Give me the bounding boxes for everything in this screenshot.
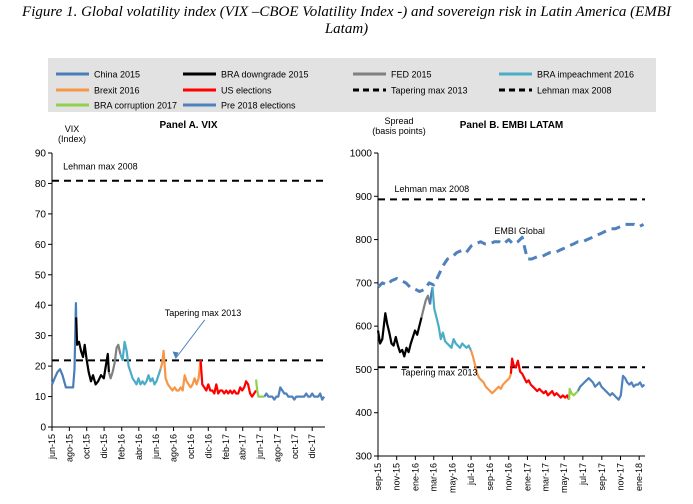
x-tick-label: ago-16 <box>169 434 179 462</box>
y-tick-label: 0 <box>40 423 46 434</box>
series-line-fed-2015 <box>107 343 122 380</box>
y-tick-label: 90 <box>35 149 47 160</box>
y-axis-label-line: (basis points) <box>372 126 426 136</box>
annotation-lehman-max-2008: Lehman max 2008 <box>395 184 470 194</box>
y-tick-label: 500 <box>355 365 372 376</box>
x-tick-label: sep-17 <box>597 463 607 491</box>
series-line-pre-2018-elections <box>263 386 326 401</box>
panel-a-svg: Panel A. VIX VIX (Index) 0 10 20 30 40 50 60 70 80 9… <box>35 120 326 462</box>
annotation-lehman-max-2008: Lehman max 2008 <box>63 162 138 172</box>
series-line-bra-impeachment-2016 <box>119 340 162 386</box>
x-tick-label: dic-16 <box>203 434 213 459</box>
series-line-bra-corruption-2017 <box>568 387 579 400</box>
annotation-arrow <box>175 319 206 359</box>
x-tick-label: jun-17 <box>255 434 265 460</box>
y-tick-label: 40 <box>35 301 47 312</box>
y-tick-label: 1000 <box>350 149 373 160</box>
legend-items: China 2015 BRA downgrade 2015 FED 2015 BRA … <box>56 70 634 111</box>
y-tick-label: 50 <box>35 270 47 281</box>
series-line-bra-impeachment-2016 <box>431 287 472 351</box>
x-tick-label: sep-16 <box>485 463 495 491</box>
y-tick-label: 10 <box>35 392 47 403</box>
legend: China 2015 BRA downgrade 2015 FED 2015 BRA … <box>48 58 656 112</box>
annotation-arrowhead <box>172 351 179 359</box>
legend-label-bra-downgrade-2015: BRA downgrade 2015 <box>221 70 309 80</box>
x-tick-label: sep-15 <box>373 463 383 491</box>
x-tick-label: may-16 <box>447 463 457 493</box>
figure-title: Figure 1. Global volatility index (VIX –… <box>22 4 671 37</box>
y-tick-label: 70 <box>35 209 47 220</box>
series-line-us-elections <box>509 357 571 401</box>
x-tick-label: ago-15 <box>64 434 74 462</box>
y-tick-label: 80 <box>35 179 47 190</box>
legend-label-china-2015: China 2015 <box>94 70 140 80</box>
chart-title: Panel A. VIX <box>160 120 218 131</box>
y-tick-label: 60 <box>35 240 47 251</box>
x-tick-label: ago-17 <box>272 434 282 462</box>
legend-label-brexit-2016: Brexit 2016 <box>94 86 140 96</box>
x-tick-label: jul-16 <box>466 463 476 486</box>
x-tick-label: oct-15 <box>82 434 92 459</box>
y-axis-label-line: VIX <box>65 124 80 134</box>
x-tick-label: nov-17 <box>616 463 626 491</box>
x-tick-label: dic-15 <box>99 434 109 459</box>
x-tick-label: oct-17 <box>290 434 300 459</box>
legend-label-tapering-max-2013: Tapering max 2013 <box>391 86 468 96</box>
y-axis-label-line: Spread <box>384 116 413 126</box>
x-tick-label: oct-16 <box>186 434 196 459</box>
annotation-tapering-max-2013: Tapering max 2013 <box>165 308 242 318</box>
series-line-brexit-2016 <box>469 349 512 395</box>
y-axis-label: Spread (basis points) <box>372 116 426 136</box>
y-axis-label: VIX (Index) <box>58 124 86 144</box>
series-line-brexit-2016 <box>159 349 202 392</box>
legend-label-fed-2015: FED 2015 <box>391 70 432 80</box>
x-tick-label: nov-16 <box>504 463 514 491</box>
series-line-fed-2015 <box>420 294 432 318</box>
x-tick-label: feb-16 <box>117 434 127 460</box>
y-tick-label: 20 <box>35 362 47 373</box>
x-tick-label: jun-15 <box>47 434 57 460</box>
series-line-china-2015 <box>50 302 78 389</box>
x-tick-label: dic-17 <box>307 434 317 459</box>
y-tick-label: 600 <box>355 322 372 333</box>
x-tick-label: ene-16 <box>410 463 420 491</box>
x-tick-label: ene-18 <box>634 463 644 491</box>
x-tick-label: abr-16 <box>134 434 144 460</box>
series-line-bra-corruption-2017 <box>255 379 265 398</box>
x-tick-label: feb-17 <box>221 434 231 460</box>
series-line-bra-downgrade-2015 <box>75 317 110 386</box>
y-tick-label: 30 <box>35 331 47 342</box>
x-tick-label: may-17 <box>559 463 569 493</box>
series-line-us-elections <box>199 359 258 398</box>
x-tick-label: mar-16 <box>429 463 439 492</box>
y-tick-label: 300 <box>355 452 372 463</box>
annotation-tapering-max-2013: Tapering max 2013 <box>401 367 478 377</box>
y-tick-label: 400 <box>355 408 372 419</box>
x-tick-label: jun-16 <box>151 434 161 460</box>
legend-label-bra-impeachment-2016: BRA impeachment 2016 <box>537 70 634 80</box>
panel-a-vix-chart: Panel A. VIX VIX (Index) 0 10 20 30 40 50 60 70 80 9… <box>0 112 345 499</box>
chart-title: Panel B. EMBI LATAM <box>460 120 564 131</box>
x-tick-label: abr-17 <box>238 434 248 460</box>
series-line-bra-downgrade-2015 <box>376 312 423 358</box>
y-tick-label: 700 <box>355 278 372 289</box>
x-tick-label: jul-17 <box>578 463 588 486</box>
legend-label-bra-corruption-2017: BRA corruption 2017 <box>94 101 177 111</box>
x-tick-label: nov-15 <box>392 463 402 491</box>
legend-label-pre-2018-elections: Pre 2018 elections <box>221 101 296 111</box>
panel-b-svg: Panel B. EMBI LATAM Spread (basis points) 3… <box>350 116 646 493</box>
legend-label-us-elections: US elections <box>221 86 272 96</box>
y-tick-label: 800 <box>355 235 372 246</box>
legend-label-lehman-max-2008: Lehman max 2008 <box>537 86 612 96</box>
x-tick-label: mar-17 <box>540 463 550 492</box>
y-axis-label-line: (Index) <box>58 134 86 144</box>
annotation-embi-global: EMBI Global <box>494 226 545 236</box>
panel-b-embi-chart: Panel B. EMBI LATAM Spread (basis points) 3… <box>345 112 693 499</box>
y-tick-label: 900 <box>355 192 372 203</box>
series-line-pre-2018-elections <box>576 374 646 401</box>
x-tick-label: ene-17 <box>522 463 532 491</box>
series-line-embi-global <box>376 222 645 293</box>
